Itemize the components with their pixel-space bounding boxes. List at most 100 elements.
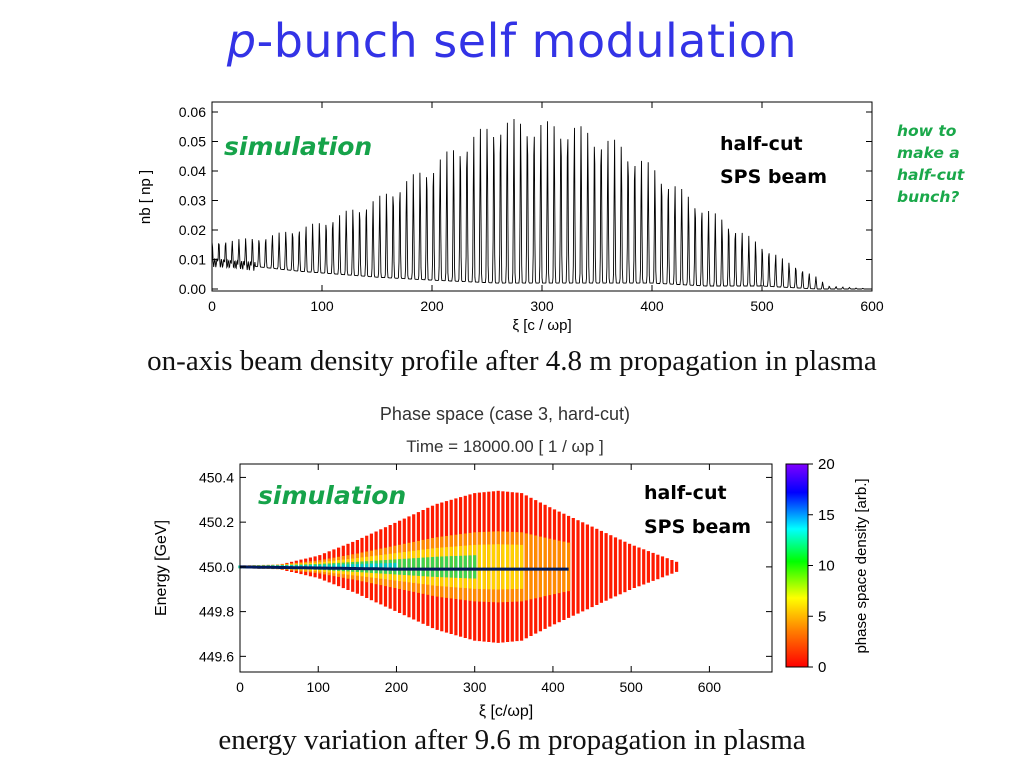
colorbar-tick-label: 5 [818, 608, 826, 625]
phase-space-density-layer [426, 557, 430, 577]
phase-space-density-layer [393, 562, 397, 571]
phase-space-density-layer [506, 544, 510, 590]
density-x-axis-label: ξ [c / ωp] [512, 317, 571, 334]
density-y-tick-label: 0.05 [179, 134, 206, 150]
phase-space-y-tick-label: 450.4 [199, 469, 234, 485]
phase-space-density-layer [360, 563, 364, 570]
phase-space-density-layer [407, 558, 411, 576]
phase-space-bunch [618, 539, 622, 595]
density-profile-line [211, 118, 872, 290]
phase-space-density-layer [548, 538, 552, 596]
caption-density: on-axis beam density profile after 4.8 m… [147, 345, 877, 377]
phase-space-density-layer [496, 544, 500, 590]
phase-space-density-layer [487, 544, 491, 590]
phase-space-x-tick-label: 400 [541, 679, 565, 695]
phase-space-x-tick-label: 300 [463, 679, 487, 695]
side-note-line: bunch? [897, 188, 960, 206]
colorbar [785, 463, 809, 668]
density-x-tick-label: 400 [640, 298, 664, 314]
phase-space-x-tick-label: 0 [236, 679, 244, 695]
phase-space-density-layer [383, 563, 388, 571]
phase-space-y-axis-label: Energy [GeV] [153, 520, 170, 616]
phase-space-density-layer [510, 544, 514, 590]
phase-space-subtitle: Time = 18000.00 [ 1 / ωp ] [406, 437, 603, 456]
phase-space-x-tick-label: 600 [698, 679, 722, 695]
density-x-tick-label: 200 [420, 298, 444, 314]
phase-space-chart: Phase space (case 3, hard-cut) Time = 18… [153, 404, 870, 720]
density-simulation-label: simulation [224, 132, 372, 161]
density-x-tick-label: 600 [860, 298, 884, 314]
phase-space-x-ticks: 0 100 200 300 400 500 600 [236, 464, 721, 695]
phase-space-density-layer [412, 558, 416, 576]
phase-space-bunch [628, 543, 632, 590]
density-y-axis-label: nb [ np ] [137, 170, 154, 224]
phase-space-bunch [637, 547, 641, 587]
phase-space-density-layer [449, 556, 453, 578]
phase-space-bunch [571, 518, 575, 616]
phase-space-density-layer [351, 564, 355, 570]
phase-space-density-layer [468, 555, 472, 579]
phase-space-simulation-label: simulation [258, 481, 406, 510]
phase-space-density-layer [435, 556, 439, 577]
phase-space-density-layer [524, 533, 528, 601]
phase-space-x-tick-label: 100 [307, 679, 331, 695]
phase-space-bunch [656, 554, 660, 580]
phase-space-beam-label-line1: half-cut [644, 482, 727, 504]
phase-space-density-layer [398, 559, 402, 575]
phase-space-density-layer [491, 544, 496, 590]
phase-space-bunch [590, 526, 594, 608]
phase-space-density-layer [534, 535, 538, 599]
phase-space-density-layer [388, 563, 392, 571]
phase-space-bunch [613, 537, 618, 597]
phase-space-bunch [585, 524, 589, 610]
phase-space-density-layer [557, 540, 561, 594]
density-y-tick-label: 0.03 [179, 193, 206, 209]
phase-space-density-layer [440, 556, 444, 578]
phase-space-density-layer [379, 563, 383, 571]
phase-space-bunch [595, 528, 599, 605]
phase-space-bunch [581, 522, 585, 612]
density-beam-label-line2: SPS beam [720, 166, 827, 188]
density-y-tick-label: 0.06 [179, 104, 206, 120]
phase-space-density-layer [477, 544, 481, 589]
phase-space-density-layer [543, 537, 547, 597]
phase-space-bunch [675, 561, 679, 572]
phase-space-density-layer [515, 544, 519, 589]
density-x-tick-label: 500 [750, 298, 774, 314]
phase-space-x-axis-label: ξ [c/ωp] [479, 703, 533, 720]
phase-space-density-layer [416, 557, 420, 576]
slide-title-rest: -bunch self modulation [256, 14, 798, 68]
slide-title-italic: p [226, 14, 257, 68]
phase-space-y-tick-label: 450.2 [199, 514, 234, 530]
phase-space-density-layer [374, 563, 378, 571]
side-note-line: make a [897, 144, 960, 162]
phase-space-density-layer [562, 541, 566, 593]
colorbar-label: phase space density [arb.] [853, 478, 870, 653]
density-y-tick-label: 0.01 [179, 252, 206, 268]
phase-space-x-tick-label: 500 [619, 679, 643, 695]
phase-space-density-layer [402, 558, 406, 575]
phase-space-density-layer [552, 539, 557, 595]
phase-space-y-tick-label: 449.8 [199, 604, 234, 620]
side-note-line: half-cut [897, 166, 965, 184]
phase-space-bunch [660, 556, 665, 578]
phase-space-bunch [623, 541, 627, 593]
colorbar-ticks: 0 5 10 15 20 [808, 456, 835, 676]
colorbar-tick-label: 15 [818, 507, 835, 524]
density-series-line [211, 118, 872, 290]
phase-space-title: Phase space (case 3, hard-cut) [380, 404, 630, 424]
phase-space-density-layer [538, 536, 542, 598]
colorbar-tick-label: 20 [818, 456, 835, 473]
density-x-tick-label: 0 [208, 298, 216, 314]
phase-space-density-layer [529, 534, 533, 600]
phase-space-density-layer [369, 563, 373, 571]
density-y-ticks: 0.00 0.01 0.02 0.03 0.04 0.05 0.06 [179, 104, 872, 297]
phase-space-density-layer [355, 563, 359, 570]
density-y-tick-label: 0.02 [179, 222, 206, 238]
phase-space-density-layer [463, 555, 467, 579]
phase-space-bunch [604, 533, 608, 601]
phase-space-y-tick-label: 449.6 [199, 648, 234, 664]
phase-space-density-layer [421, 557, 425, 577]
phase-space-y-ticks: 449.6 449.8 450.0 450.2 450.4 [199, 469, 772, 664]
